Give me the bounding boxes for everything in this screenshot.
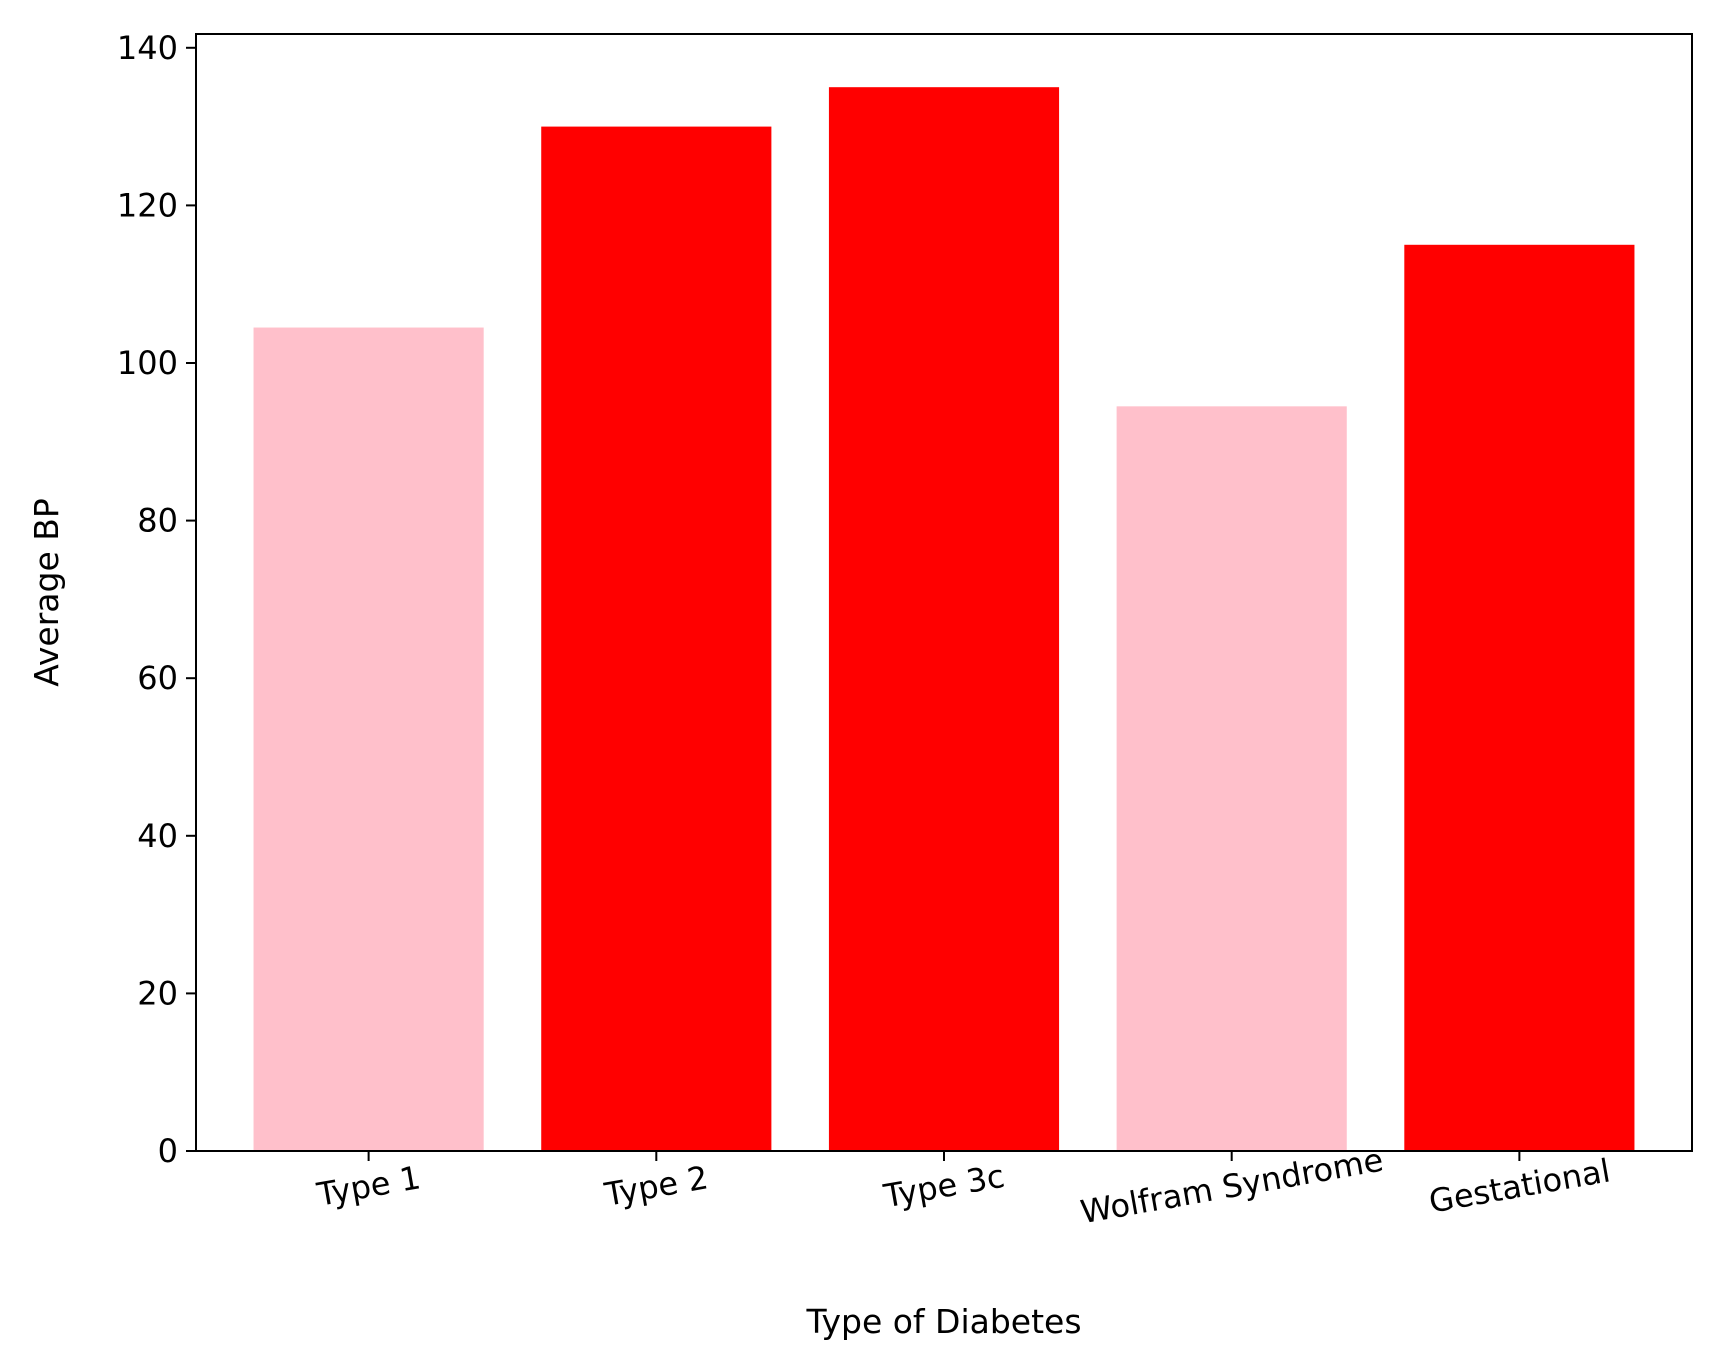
y-tick-label: 40 — [137, 817, 178, 855]
bar-type-1 — [253, 327, 484, 1152]
y-tick-label: 100 — [117, 344, 178, 382]
bar-type-3c — [828, 87, 1060, 1152]
bar-wolfram-syndrome — [1116, 406, 1347, 1151]
y-tick-label: 20 — [137, 974, 178, 1012]
bar-type-2 — [541, 126, 772, 1152]
y-tick-label: 80 — [137, 502, 178, 540]
y-tick-label: 120 — [117, 186, 178, 224]
x-axis-label: Type of Diabetes — [805, 1302, 1081, 1341]
plot-frame — [195, 33, 1693, 1152]
y-tick-label: 60 — [137, 659, 178, 697]
y-tick-label: 140 — [117, 29, 178, 67]
y-axis-label: Average BP — [27, 498, 66, 687]
bars-group — [253, 87, 1635, 1152]
bar-gestational — [1404, 244, 1635, 1152]
y-tick-label: 0 — [158, 1132, 178, 1170]
y-axis-ticks: 0 20 40 60 80 100 120 140 — [117, 29, 196, 1170]
